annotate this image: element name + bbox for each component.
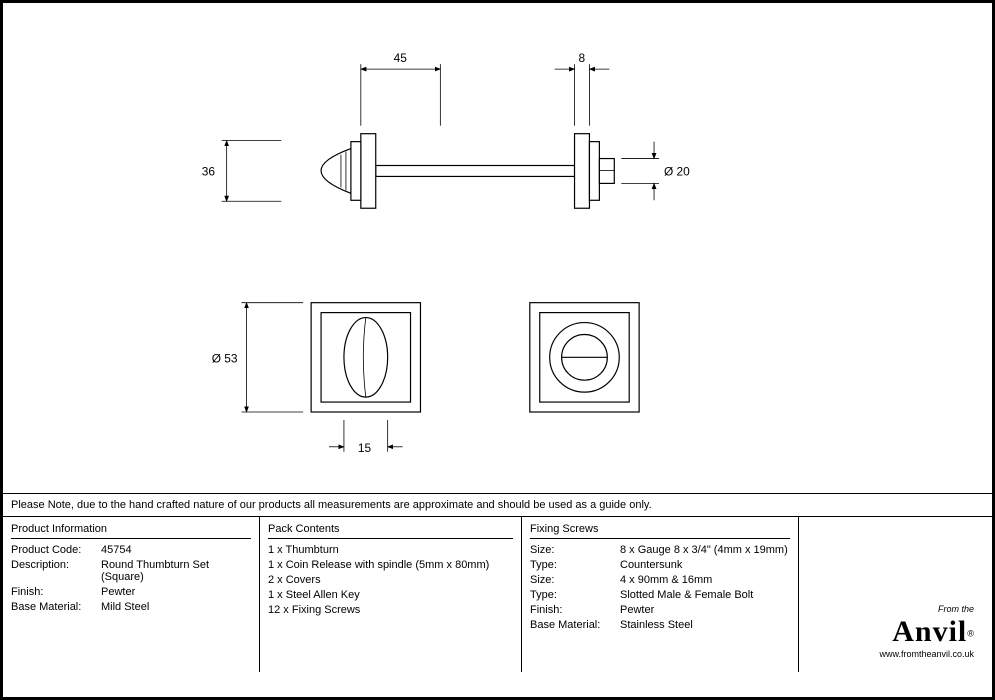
fixing-screws-col: Fixing Screws Size:8 x Gauge 8 x 3/4" (4… [522,517,799,672]
dim-knob-dia: Ø 20 [664,164,690,178]
dim-thumb-width: 15 [358,441,372,455]
dim-plate-thick: 8 [579,51,586,65]
product-info-heading: Product Information [11,523,251,539]
product-info-col: Product Information Product Code:45754 D… [3,517,260,672]
fixing-screws-heading: Fixing Screws [530,523,790,539]
logo-from: From the [938,604,974,614]
dim-thumb-height: 36 [202,164,216,178]
logo-url: www.fromtheanvil.co.uk [807,649,974,659]
technical-drawing: 45 8 36 Ø 20 Ø 53 15 [3,3,992,493]
disclaimer-note: Please Note, due to the hand crafted nat… [3,494,992,517]
spec-tables: Please Note, due to the hand crafted nat… [3,493,992,672]
dim-rose-dia: Ø 53 [212,351,238,365]
dim-top-width: 45 [394,51,408,65]
pack-contents-heading: Pack Contents [268,523,513,539]
logo-col: From the Anvil® www.fromtheanvil.co.uk [799,517,992,672]
logo-main: Anvil [892,615,967,648]
pack-contents-col: Pack Contents 1 x Thumbturn 1 x Coin Rel… [260,517,522,672]
